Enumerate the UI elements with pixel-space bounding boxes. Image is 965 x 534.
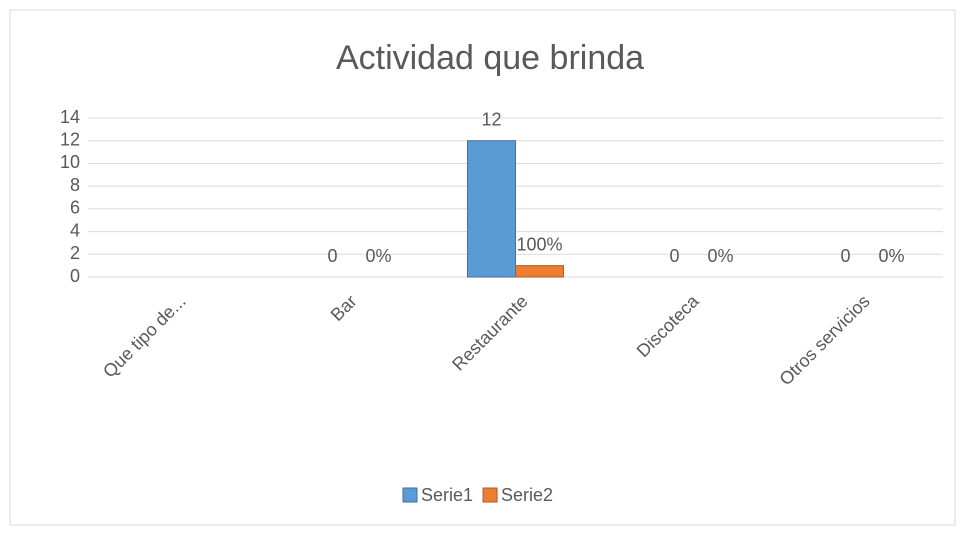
data-label: 0 xyxy=(840,246,850,266)
y-tick-label: 0 xyxy=(70,266,80,286)
data-label: 0 xyxy=(669,246,679,266)
legend-label: Serie2 xyxy=(501,485,553,505)
data-label: 100% xyxy=(516,234,562,254)
legend-swatch xyxy=(482,487,498,503)
legend-label: Serie1 xyxy=(421,485,473,505)
data-label: 0 xyxy=(327,246,337,266)
data-label: 0% xyxy=(707,246,733,266)
y-tick-label: 12 xyxy=(60,129,80,149)
data-label: 12 xyxy=(481,109,501,129)
data-label: 0% xyxy=(365,246,391,266)
y-tick-label: 4 xyxy=(70,220,80,240)
bar xyxy=(515,265,564,278)
bar xyxy=(467,140,516,278)
y-tick-label: 6 xyxy=(70,198,80,218)
y-tick-label: 14 xyxy=(60,107,80,127)
legend-swatch xyxy=(402,487,418,503)
y-tick-label: 8 xyxy=(70,175,80,195)
y-tick-label: 2 xyxy=(70,243,80,263)
chart-title: Actividad que brinda xyxy=(336,39,644,77)
y-tick-label: 10 xyxy=(60,152,80,172)
data-label: 0% xyxy=(878,246,904,266)
